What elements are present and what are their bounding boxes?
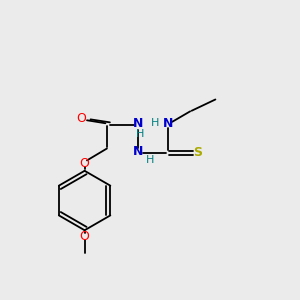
Text: O: O xyxy=(80,157,89,170)
Text: N: N xyxy=(133,117,143,130)
Text: H: H xyxy=(151,118,160,128)
Text: O: O xyxy=(80,230,89,243)
Text: H: H xyxy=(135,129,144,139)
Text: N: N xyxy=(133,145,143,158)
Text: H: H xyxy=(146,154,154,164)
Text: N: N xyxy=(163,117,173,130)
Text: O: O xyxy=(77,112,87,125)
Text: S: S xyxy=(193,146,202,160)
